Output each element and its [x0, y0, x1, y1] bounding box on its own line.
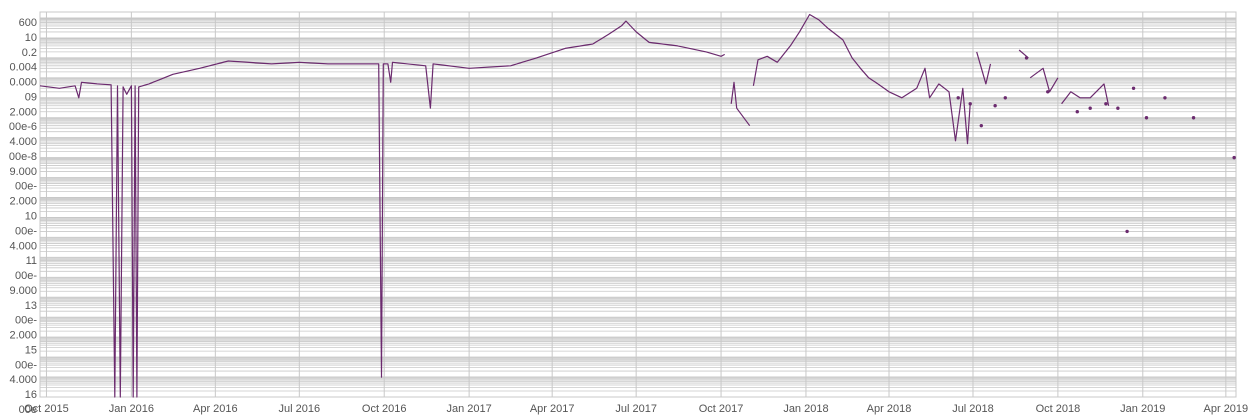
- y-tick-label: 15: [25, 344, 37, 356]
- plot-background: [39, 11, 1237, 398]
- y-tick-label: 9.000: [9, 285, 37, 297]
- y-tick-label: 2.000: [9, 196, 37, 208]
- y-tick-label: 4.000: [9, 374, 37, 386]
- y-tick-label: 0.2: [22, 47, 37, 59]
- data-point: [1163, 96, 1167, 100]
- y-tick-label: 9.000: [9, 166, 37, 178]
- data-point: [1131, 86, 1136, 90]
- x-tick-label: Jan 2019: [1120, 403, 1165, 415]
- data-point: [1116, 106, 1120, 110]
- x-tick-label: Apr 2018: [867, 403, 912, 415]
- data-point: [1144, 116, 1149, 120]
- series-line-segment: [1029, 67, 1059, 93]
- data-point: [1075, 110, 1079, 114]
- y-tick-label: 0.000: [9, 77, 37, 89]
- x-tick-label: Oct 2016: [362, 403, 407, 415]
- y-tick-label: 11: [26, 255, 37, 267]
- x-axis: Oct 2015 Jan 2016 Apr 2016 Jul 2016 Oct 2016…: [24, 403, 1248, 415]
- x-tick-label: Apr 2016: [193, 403, 238, 415]
- data-point: [968, 102, 972, 106]
- data-point: [1046, 90, 1050, 94]
- x-tick-label: Oct 2017: [699, 403, 744, 415]
- series-line-segment: [1061, 83, 1110, 106]
- y-tick-label: 2.000: [9, 330, 37, 342]
- y-tick-label: 00e-6: [9, 121, 37, 133]
- series-line-segment: [752, 13, 971, 145]
- data-point: [1024, 56, 1029, 60]
- grid: [39, 11, 1237, 398]
- y-tick-label: 00e: [19, 404, 37, 416]
- y-tick-label: 00e-8: [9, 151, 37, 163]
- y-tick-label: 4.000: [9, 240, 37, 252]
- data-point: [1104, 102, 1108, 106]
- y-tick-label: 13: [25, 300, 37, 312]
- y-tick-label: 10: [25, 211, 37, 223]
- y-tick-label: 2.000: [9, 106, 37, 118]
- y-tick-label: 00e-: [15, 359, 37, 371]
- y-tick-label: 4.000: [9, 136, 37, 148]
- y-tick-label: 00e-: [15, 315, 37, 327]
- x-tick-label: Jan 2018: [783, 403, 828, 415]
- x-tick-label: Jul 2016: [279, 403, 321, 415]
- series-line-segment: [39, 20, 725, 398]
- y-tick-label: 600: [19, 17, 37, 29]
- data-point: [1125, 229, 1129, 234]
- series-line-segment: [730, 81, 751, 127]
- y-tick-label: 00e-: [15, 181, 37, 193]
- y-tick-label: 16: [25, 389, 37, 401]
- data-point: [979, 123, 983, 128]
- y-tick-label: 09: [25, 91, 37, 103]
- data-point: [956, 96, 960, 100]
- x-tick-label: Oct 2015: [24, 403, 69, 415]
- data-point: [1088, 106, 1092, 110]
- x-tick-label: Apr 2019: [1204, 403, 1249, 415]
- y-axis: 600 10 0.2 0.004 0.000 09 2.000 00e-6 4.000 00e-8…: [9, 17, 37, 416]
- x-tick-label: Oct 2018: [1036, 403, 1081, 415]
- y-tick-label: 10: [25, 32, 37, 44]
- data-point: [1232, 155, 1236, 160]
- x-tick-label: Jan 2017: [446, 403, 491, 415]
- series-line-segment: [976, 51, 992, 85]
- y-tick-label: 00e-: [15, 270, 37, 282]
- data-point: [993, 104, 997, 108]
- data-point: [1191, 116, 1196, 120]
- plot-area: [39, 13, 1236, 398]
- x-tick-label: Jul 2017: [615, 403, 657, 415]
- y-tick-label: 00e-: [15, 225, 37, 237]
- y-tick-label: 0.004: [9, 62, 37, 74]
- x-tick-label: Apr 2017: [530, 403, 575, 415]
- x-tick-label: Jan 2016: [109, 403, 154, 415]
- x-tick-label: Jul 2018: [952, 403, 994, 415]
- data-point: [1003, 96, 1007, 100]
